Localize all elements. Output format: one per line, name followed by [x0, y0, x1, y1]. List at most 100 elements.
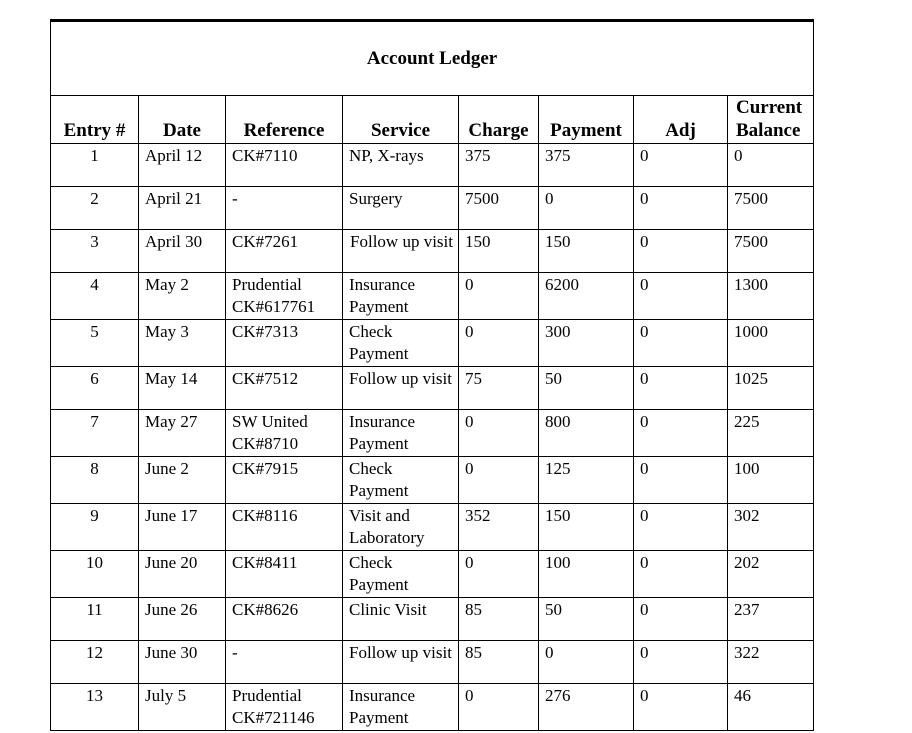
cell-entry: 2 [50, 186, 139, 230]
cell-charge: 0 [458, 456, 539, 504]
cell-charge: 85 [458, 597, 539, 641]
column-header-charge: Charge [458, 95, 539, 144]
cell-reference: SW United CK#8710 [225, 409, 343, 457]
cell-entry: 1 [50, 143, 139, 187]
cell-charge: 75 [458, 366, 539, 410]
cell-reference: CK#7110 [225, 143, 343, 187]
column-header-balance: Current Balance [726, 95, 815, 144]
cell-charge: 0 [458, 319, 539, 367]
column-header-reference: Reference [225, 95, 343, 144]
table-row: 7 May 27 SW United CK#8710 Insurance Paymen… [50, 409, 815, 457]
cell-service: NP, X-rays [342, 143, 459, 187]
cell-reference: CK#7915 [225, 456, 343, 504]
column-header-adj: Adj [633, 95, 728, 144]
cell-balance: 7500 [726, 229, 815, 273]
cell-service: Visit and Laboratory [342, 503, 459, 551]
cell-payment: 125 [538, 456, 634, 504]
cell-adj: 0 [633, 319, 728, 367]
cell-balance: 322 [726, 640, 815, 684]
cell-balance: 237 [726, 597, 815, 641]
cell-service: Check Payment [342, 550, 459, 598]
cell-balance: 302 [726, 503, 815, 551]
cell-entry: 11 [50, 597, 139, 641]
cell-service: Insurance Payment [342, 683, 459, 731]
cell-service: Insurance Payment [342, 409, 459, 457]
cell-reference: CK#8411 [225, 550, 343, 598]
cell-payment: 375 [538, 143, 634, 187]
cell-balance: 46 [726, 683, 815, 731]
cell-balance: 0 [726, 143, 815, 187]
cell-payment: 50 [538, 597, 634, 641]
table-row: 11 June 26 CK#8626 Clinic Visit 85 50 0 237 [50, 597, 815, 641]
cell-payment: 0 [538, 640, 634, 684]
cell-date: June 20 [138, 550, 226, 598]
table-row: 10 June 20 CK#8411 Check Payment 0 100 0 202 [50, 550, 815, 598]
cell-adj: 0 [633, 272, 728, 320]
cell-date: June 30 [138, 640, 226, 684]
cell-payment: 100 [538, 550, 634, 598]
cell-charge: 375 [458, 143, 539, 187]
cell-adj: 0 [633, 640, 728, 684]
cell-service: Follow up visit [342, 229, 459, 273]
cell-adj: 0 [633, 186, 728, 230]
cell-reference: CK#8626 [225, 597, 343, 641]
cell-reference: CK#7512 [225, 366, 343, 410]
cell-date: April 30 [138, 229, 226, 273]
cell-charge: 0 [458, 683, 539, 731]
cell-reference: Prudential CK#721146 [225, 683, 343, 731]
column-header-entry: Entry # [50, 95, 139, 144]
cell-balance: 1300 [726, 272, 815, 320]
cell-payment: 800 [538, 409, 634, 457]
cell-entry: 3 [50, 229, 139, 273]
table-row: 3 April 30 CK#7261 Follow up visit 150 150 0 75… [50, 229, 815, 273]
table-row: 1 April 12 CK#7110 NP, X-rays 375 375 0 0 [50, 143, 815, 187]
column-header-row: Entry # Date Reference Service Charge Payment… [50, 95, 815, 144]
cell-date: May 2 [138, 272, 226, 320]
table-row: 4 May 2 Prudential CK#617761 Insurance Paym… [50, 272, 815, 320]
cell-balance: 225 [726, 409, 815, 457]
cell-service: Insurance Payment [342, 272, 459, 320]
cell-adj: 0 [633, 456, 728, 504]
cell-entry: 8 [50, 456, 139, 504]
cell-balance: 100 [726, 456, 815, 504]
cell-date: May 3 [138, 319, 226, 367]
cell-service: Follow up visit [342, 366, 459, 410]
table-row: 6 May 14 CK#7512 Follow up visit 75 50 0 1025 [50, 366, 815, 410]
table-title: Account Ledger [49, 20, 815, 96]
cell-balance: 202 [726, 550, 815, 598]
cell-service: Surgery [342, 186, 459, 230]
cell-service: Check Payment [342, 319, 459, 367]
cell-date: May 14 [138, 366, 226, 410]
table-row: 8 June 2 CK#7915 Check Payment 0 125 0 100 [50, 456, 815, 504]
cell-entry: 13 [50, 683, 139, 731]
cell-charge: 85 [458, 640, 539, 684]
cell-entry: 7 [50, 409, 139, 457]
table-row: 2 April 21- Surgery 7500 0 0 7500 [50, 186, 815, 230]
cell-adj: 0 [633, 143, 728, 187]
cell-reference: CK#7313 [225, 319, 343, 367]
cell-adj: 0 [633, 683, 728, 731]
cell-payment: 6200 [538, 272, 634, 320]
cell-balance: 1025 [726, 366, 815, 410]
cell-charge: 0 [458, 409, 539, 457]
cell-reference: CK#8116 [225, 503, 343, 551]
table-row: 9 June 17 CK#8116 Visit and Laboratory 352 15… [50, 503, 815, 551]
account-ledger-table: Account Ledger Entry # Date Reference Servi… [49, 19, 815, 731]
cell-adj: 0 [633, 409, 728, 457]
cell-entry: 12 [50, 640, 139, 684]
cell-date: June 26 [138, 597, 226, 641]
cell-date: May 27 [138, 409, 226, 457]
cell-reference: Prudential CK#617761 [225, 272, 343, 320]
cell-charge: 0 [458, 550, 539, 598]
cell-reference: - [225, 640, 343, 684]
cell-service: Follow up visit [342, 640, 459, 684]
cell-charge: 7500 [458, 186, 539, 230]
cell-charge: 150 [458, 229, 539, 273]
cell-reference: - [225, 186, 343, 230]
cell-entry: 6 [50, 366, 139, 410]
cell-payment: 300 [538, 319, 634, 367]
cell-charge: 0 [458, 272, 539, 320]
cell-balance: 1000 [726, 319, 815, 367]
cell-balance: 7500 [726, 186, 815, 230]
cell-adj: 0 [633, 550, 728, 598]
